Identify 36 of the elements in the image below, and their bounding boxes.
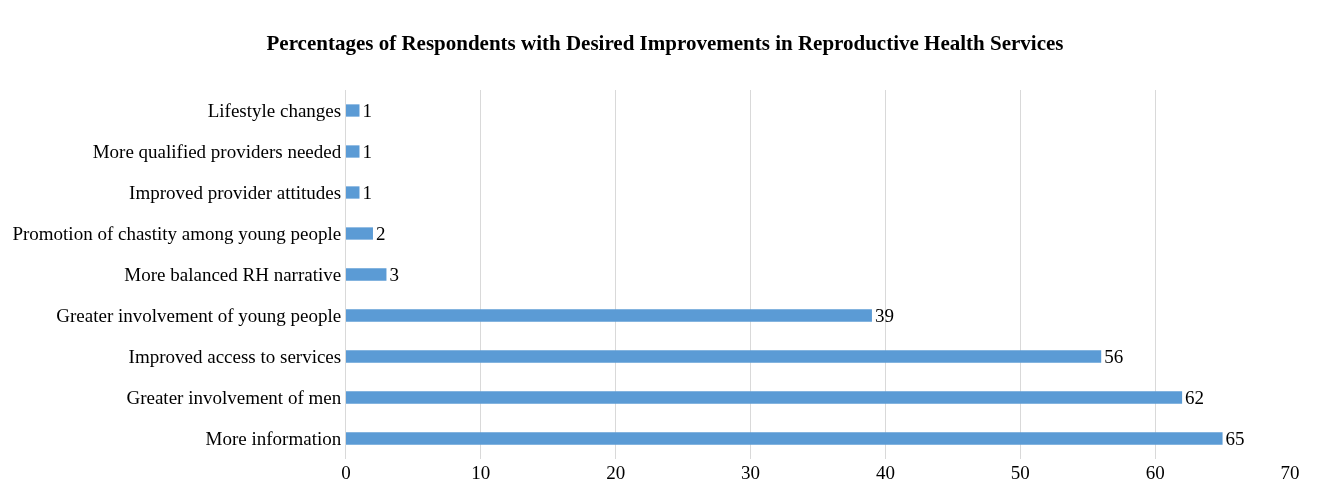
bar [346, 227, 373, 240]
data-label: 65 [1225, 428, 1245, 449]
data-label: 1 [362, 100, 372, 121]
x-tick-label: 30 [741, 462, 761, 483]
data-label: 56 [1104, 346, 1124, 367]
y-tick-label: Lifestyle changes [207, 100, 342, 122]
bar [346, 432, 1223, 445]
y-tick-label: More information [205, 428, 342, 450]
chart-title: Percentages of Respondents with Desired Improvements in Reproductive Health Services [266, 30, 1064, 55]
bar [346, 391, 1183, 404]
y-tick-label: Promotion of chastity among young people [12, 223, 342, 245]
y-tick-label: Improved provider attitudes [129, 182, 342, 204]
x-tick-label: 50 [1010, 462, 1030, 483]
y-tick-label: Greater involvement of young people [56, 305, 342, 327]
data-label: 1 [362, 141, 372, 162]
data-label: 1 [362, 182, 372, 203]
data-label: 2 [375, 223, 386, 244]
bar [346, 309, 872, 322]
bar [346, 104, 360, 117]
bar [346, 186, 360, 199]
data-label: 3 [389, 264, 399, 285]
x-tick-label: 40 [875, 462, 895, 483]
y-tick-label: Improved access to services [128, 346, 342, 368]
x-tick-label: 0 [341, 462, 351, 483]
y-tick-label: More balanced RH narrative [124, 264, 342, 286]
y-tick-label: More qualified providers needed [92, 141, 342, 163]
x-tick-label: 10 [471, 462, 491, 483]
data-label: 39 [874, 305, 894, 326]
bar [346, 268, 387, 281]
x-tick-label: 60 [1145, 462, 1165, 483]
x-tick-label: 70 [1280, 462, 1300, 483]
y-tick-label: Greater involvement of men [126, 387, 342, 409]
bar [346, 350, 1102, 363]
data-label: 62 [1185, 387, 1205, 408]
bar [346, 145, 360, 158]
x-tick-label: 20 [606, 462, 626, 483]
